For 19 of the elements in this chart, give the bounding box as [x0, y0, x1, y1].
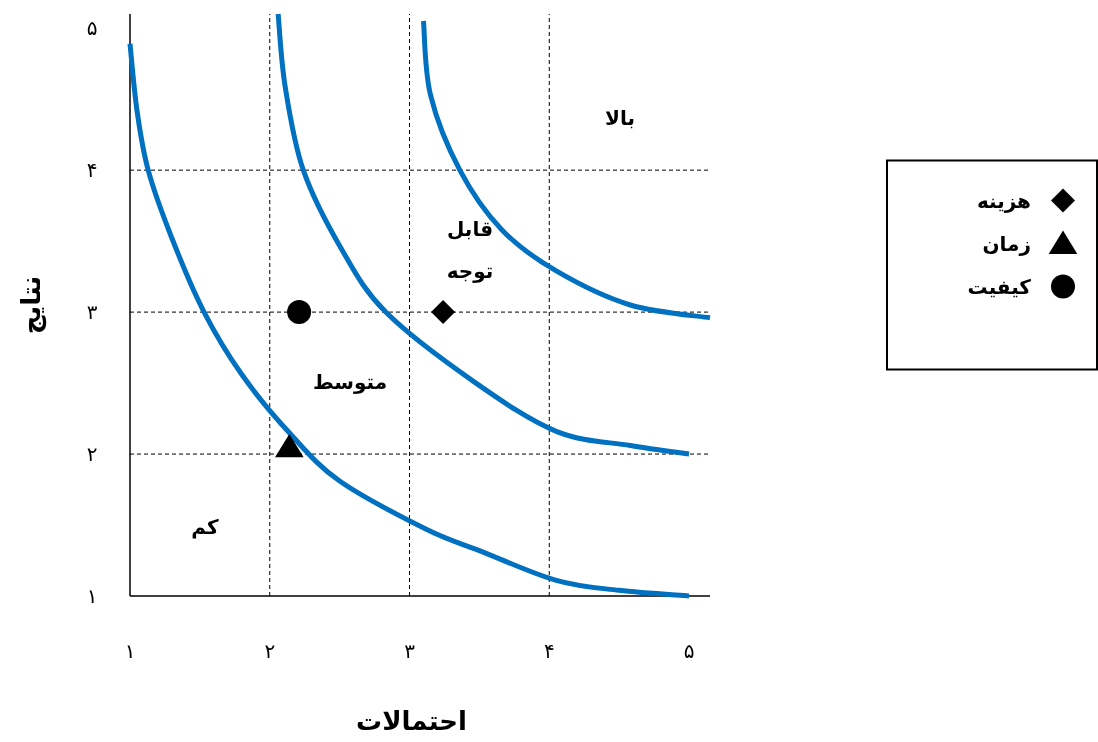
legend-label: کیفیت	[967, 274, 1032, 299]
x-tick-label: ۵	[683, 639, 695, 663]
x-axis-title: احتمالات	[356, 706, 467, 736]
x-tick-label: ۲	[264, 639, 276, 663]
legend-label: هزینه	[976, 188, 1031, 213]
y-tick-label: ۴	[86, 158, 98, 183]
x-tick-label: ۱	[124, 639, 136, 663]
y-tick-label: ۳	[86, 300, 98, 325]
x-tick-label: ۳	[404, 639, 416, 663]
annotation: قابل توجه	[446, 217, 494, 283]
legend-label: زمان	[982, 231, 1031, 256]
annotation: کم	[191, 515, 220, 539]
annotation: متوسط	[312, 370, 388, 394]
annotation: بالا	[605, 106, 635, 130]
y-axis-title: نتایج	[16, 275, 47, 335]
y-tick-label: ۲	[86, 442, 98, 467]
y-tick-label: ۱	[86, 584, 98, 608]
y-tick-label: ۵	[86, 16, 98, 41]
x-tick-label: ۴	[543, 639, 555, 663]
